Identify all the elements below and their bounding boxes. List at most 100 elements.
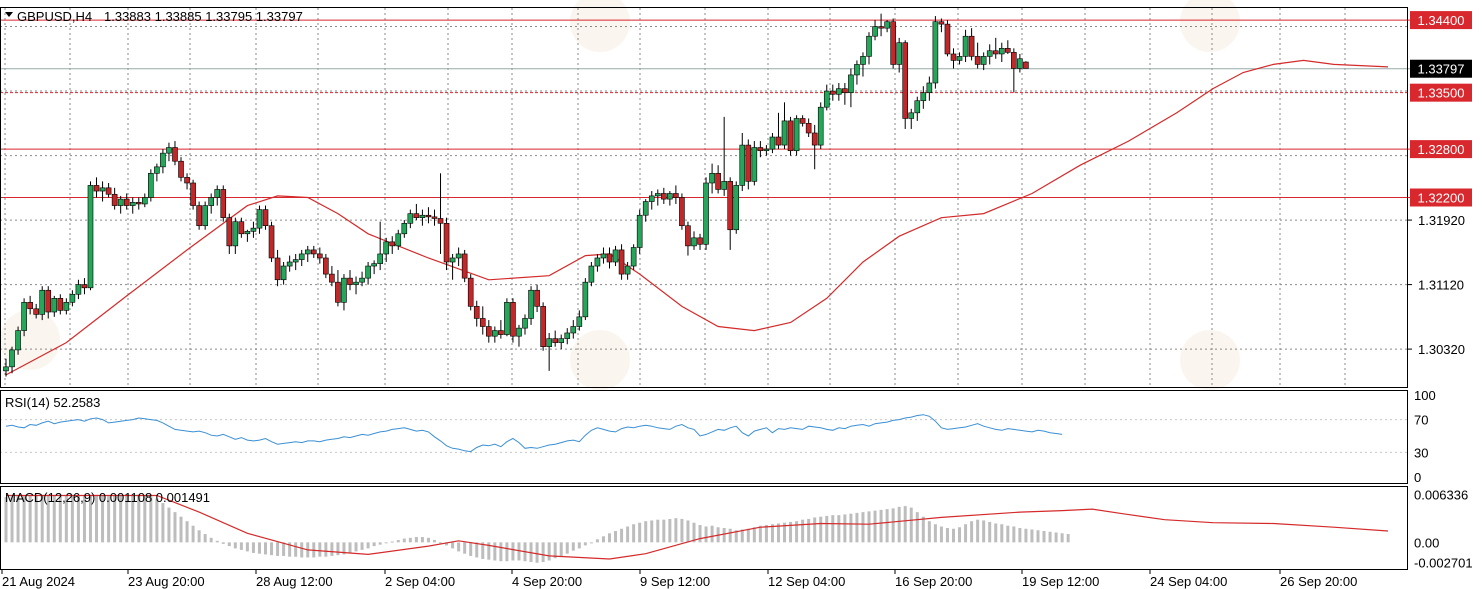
macd-histogram-bar bbox=[209, 537, 213, 543]
candle bbox=[129, 197, 136, 214]
candle-body bbox=[135, 202, 142, 205]
candle-body bbox=[148, 173, 154, 198]
candle-body bbox=[920, 92, 927, 102]
candle bbox=[9, 346, 15, 374]
level-price-label: 1.32200 bbox=[1418, 191, 1465, 206]
candle-body bbox=[377, 253, 383, 264]
macd-histogram-bar bbox=[426, 537, 430, 543]
candle bbox=[335, 270, 341, 307]
time-tick-label: 12 Sep 04:00 bbox=[768, 574, 845, 589]
candle-body bbox=[365, 265, 371, 279]
candle-body bbox=[15, 330, 21, 351]
candle bbox=[419, 209, 426, 226]
candle bbox=[938, 18, 945, 33]
macd-histogram-bar bbox=[58, 496, 62, 543]
candle bbox=[220, 185, 227, 222]
candle-body bbox=[111, 193, 118, 206]
symbol-label: GBPUSD,H4 bbox=[17, 9, 92, 24]
macd-tick-label: 0.00 bbox=[1414, 535, 1439, 550]
dropdown-triangle-icon[interactable] bbox=[5, 12, 13, 17]
macd-histogram-bar bbox=[668, 518, 672, 543]
macd-histogram-bar bbox=[589, 542, 593, 544]
macd-histogram-bar bbox=[408, 537, 412, 543]
macd-histogram-bar bbox=[101, 495, 105, 543]
macd-histogram-bar bbox=[463, 542, 467, 554]
candle-body bbox=[142, 197, 148, 205]
candle-body bbox=[685, 225, 691, 247]
macd-histogram-bar bbox=[927, 521, 931, 543]
candle bbox=[600, 247, 607, 264]
candle bbox=[274, 249, 281, 287]
candle-body bbox=[214, 189, 221, 198]
candle bbox=[775, 112, 782, 150]
candle-body bbox=[594, 257, 601, 267]
macd-histogram-bar bbox=[197, 530, 201, 543]
candle bbox=[648, 191, 655, 210]
candle-body bbox=[932, 21, 939, 84]
candle bbox=[992, 37, 999, 59]
macd-histogram-bar bbox=[982, 520, 986, 543]
candle-body bbox=[347, 277, 353, 285]
candle-body bbox=[884, 21, 890, 29]
macd-histogram-bar bbox=[239, 542, 243, 550]
macd-histogram-bar bbox=[770, 524, 774, 543]
macd-histogram-bar bbox=[318, 542, 322, 557]
candle bbox=[709, 163, 715, 194]
candle-body bbox=[709, 173, 715, 184]
macd-histogram-bar bbox=[294, 542, 298, 557]
candle-body bbox=[353, 281, 359, 285]
macd-histogram-bar bbox=[125, 495, 129, 543]
candle-body bbox=[727, 181, 734, 231]
candle bbox=[401, 220, 408, 238]
candle bbox=[353, 276, 359, 295]
candle bbox=[473, 300, 480, 327]
candle bbox=[341, 274, 347, 311]
candle-body bbox=[938, 21, 945, 25]
candle bbox=[998, 42, 1005, 63]
candle bbox=[69, 290, 76, 307]
macd-histogram-bar bbox=[451, 542, 455, 549]
candle-body bbox=[661, 193, 667, 200]
macd-histogram-bar bbox=[233, 542, 237, 549]
macd-histogram-bar bbox=[1048, 531, 1052, 543]
candle bbox=[413, 203, 420, 221]
candle-body bbox=[268, 225, 275, 259]
candle-body bbox=[733, 185, 740, 231]
macd-histogram-bar bbox=[420, 537, 424, 543]
candle-body bbox=[872, 26, 878, 37]
macd-histogram-bar bbox=[698, 524, 702, 543]
candle-body bbox=[636, 214, 643, 248]
macd-histogram-bar bbox=[849, 513, 853, 543]
candle-body bbox=[244, 231, 251, 235]
candle bbox=[455, 247, 462, 267]
macd-histogram-bar bbox=[704, 526, 708, 543]
candle-body bbox=[588, 265, 595, 283]
candle-body bbox=[443, 223, 450, 263]
candle-body bbox=[944, 23, 951, 55]
time-tick-label: 24 Sep 04:00 bbox=[1150, 574, 1227, 589]
macd-histogram-bar bbox=[988, 521, 992, 543]
candle bbox=[878, 13, 884, 37]
candle bbox=[172, 141, 178, 166]
candle-body bbox=[280, 265, 287, 281]
macd-histogram-bar bbox=[728, 528, 732, 543]
candle-body bbox=[196, 205, 202, 227]
macd-histogram-bar bbox=[390, 541, 394, 543]
macd-histogram-bar bbox=[674, 518, 678, 543]
candle bbox=[425, 207, 432, 224]
candle-body bbox=[926, 82, 933, 93]
candle bbox=[190, 179, 196, 210]
candle-body bbox=[9, 349, 15, 368]
candle-body bbox=[848, 74, 854, 93]
candle bbox=[986, 44, 993, 65]
macd-histogram-bar bbox=[1060, 533, 1064, 543]
macd-histogram-bar bbox=[644, 521, 648, 543]
candle-body bbox=[105, 187, 112, 195]
candle-body bbox=[618, 249, 625, 275]
time-tick-label: 26 Sep 20:00 bbox=[1280, 574, 1357, 589]
candle bbox=[214, 185, 221, 206]
macd-histogram-bar bbox=[34, 494, 38, 543]
macd-histogram-bar bbox=[608, 533, 611, 543]
candle-body bbox=[87, 185, 94, 289]
